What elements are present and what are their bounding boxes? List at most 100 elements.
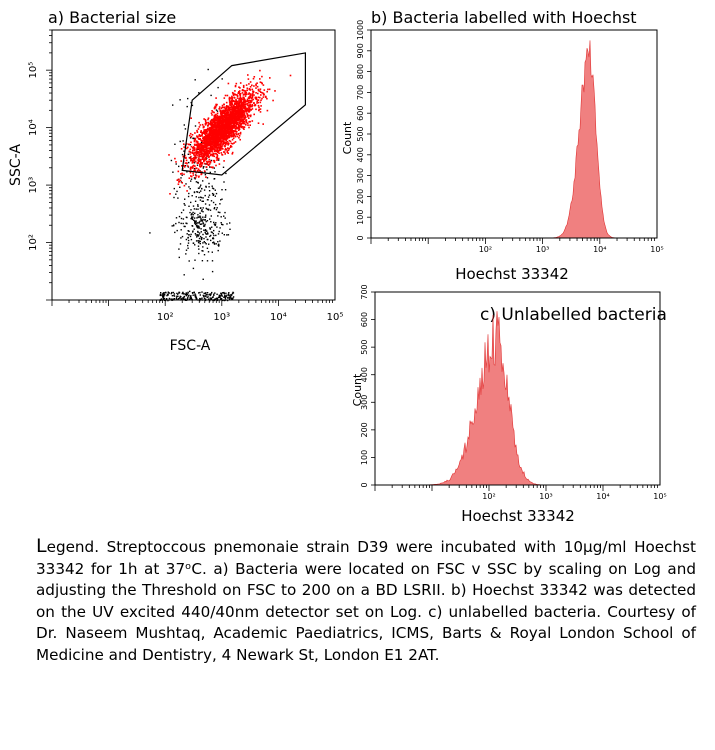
scatter-point <box>180 298 183 300</box>
scatter-point <box>259 88 262 90</box>
scatter-point <box>193 217 196 219</box>
scatter-point <box>196 235 199 237</box>
scatter-point <box>166 298 168 300</box>
scatter-point <box>222 114 225 117</box>
scatter-point <box>223 117 225 119</box>
scatter-point <box>207 294 209 296</box>
scatter-point <box>231 128 233 131</box>
scatter-point <box>182 140 184 142</box>
scatter-point <box>216 131 218 134</box>
scatter-point <box>209 300 211 302</box>
scatter-point <box>224 139 227 141</box>
scatter-point <box>268 88 271 91</box>
scatter-point <box>182 218 185 220</box>
scatter-point <box>210 120 212 123</box>
scatter-point <box>238 98 240 100</box>
scatter-point <box>197 227 200 229</box>
scatter-point <box>193 149 196 152</box>
scatter-point <box>206 233 208 235</box>
scatter-point <box>201 297 203 299</box>
scatter-point <box>200 130 202 132</box>
histogram-c-y-tick-label: 300 <box>360 395 369 410</box>
scatter-point <box>193 148 196 151</box>
scatter-point <box>223 126 226 128</box>
scatter-point <box>230 104 232 107</box>
scatter-point <box>224 144 227 146</box>
scatter-point <box>228 135 231 138</box>
scatter-point <box>228 136 231 138</box>
scatter-point <box>186 222 188 225</box>
scatter-point <box>184 162 187 164</box>
scatter-point <box>259 108 262 110</box>
scatter-point <box>226 234 228 236</box>
scatter-point <box>209 140 212 143</box>
scatter-point <box>240 122 243 125</box>
scatter-point <box>218 124 221 127</box>
scatter-point <box>239 112 242 115</box>
scatter-point <box>216 226 218 228</box>
scatter-point <box>230 142 233 145</box>
scatter-point <box>200 147 202 150</box>
scatter-point <box>209 132 212 135</box>
scatter-point <box>233 116 236 118</box>
scatter-point <box>208 139 211 142</box>
scatter-point <box>185 162 188 164</box>
scatter-point <box>199 223 202 225</box>
scatter-point <box>214 189 216 191</box>
scatter-point <box>241 107 243 110</box>
scatter-point <box>162 296 165 298</box>
scatter-point <box>214 134 217 137</box>
scatter-point <box>231 110 233 112</box>
scatter-point <box>197 168 200 170</box>
scatter-point <box>205 214 207 216</box>
scatter-point <box>192 205 195 207</box>
scatter-point <box>200 231 202 233</box>
scatter-point <box>203 132 206 135</box>
scatter-point <box>217 140 219 143</box>
scatter-point <box>178 165 180 168</box>
scatter-point <box>195 296 197 298</box>
scatter-point <box>205 152 208 155</box>
scatter-point <box>192 149 194 152</box>
scatter-point <box>184 165 187 167</box>
panel-a-title: a) Bacterial size <box>48 8 177 27</box>
scatter-point <box>194 158 197 160</box>
scatter-point <box>227 119 230 121</box>
scatter-point <box>218 152 220 154</box>
scatter-point <box>197 222 199 224</box>
scatter-point <box>190 233 192 236</box>
scatter-point <box>200 143 203 145</box>
scatter-point <box>234 90 236 92</box>
scatter-point <box>203 166 205 168</box>
scatter-point <box>231 151 234 154</box>
scatter-point <box>173 196 175 199</box>
scatter-point <box>252 77 255 80</box>
scatter-point <box>187 146 189 149</box>
scatter-point <box>192 294 194 296</box>
scatter-point <box>228 116 231 118</box>
scatter-point <box>233 142 235 144</box>
scatter-point <box>230 126 233 129</box>
scatter-point <box>202 180 204 182</box>
scatter-point <box>207 140 210 143</box>
scatter-point <box>206 134 208 136</box>
scatter-point <box>230 114 233 116</box>
scatter-point <box>229 228 231 230</box>
scatter-point <box>222 127 225 129</box>
scatter-point <box>212 242 214 244</box>
scatter-point <box>218 130 220 132</box>
scatter-point <box>226 294 228 296</box>
scatter-point <box>226 116 228 118</box>
scatter-point <box>203 160 205 162</box>
scatter-point <box>227 109 230 111</box>
scatter-point <box>237 102 240 104</box>
scatter-point <box>200 171 202 173</box>
scatter-point <box>210 142 212 144</box>
scatter-point <box>255 108 257 111</box>
scatter-point <box>197 151 200 154</box>
scatter-point <box>220 140 223 142</box>
scatter-point <box>238 122 241 125</box>
scatter-point <box>222 106 224 109</box>
scatter-point <box>245 121 247 123</box>
scatter-point <box>248 83 250 85</box>
